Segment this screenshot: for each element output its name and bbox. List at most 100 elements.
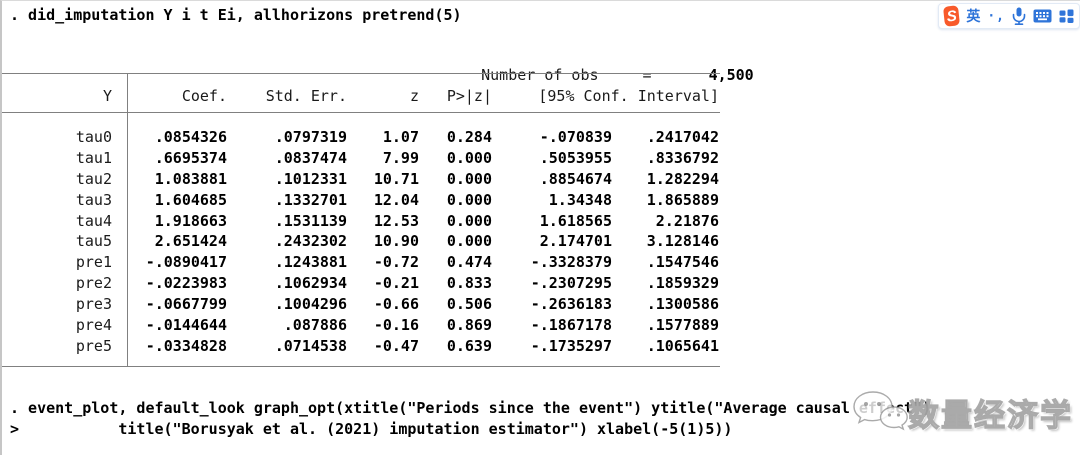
row-z: 7.99 <box>382 148 419 167</box>
row-std-err: .1243881 <box>274 253 347 272</box>
ime-toolbar[interactable]: S 英 ·, <box>938 3 1080 29</box>
row-z: -0.66 <box>373 295 419 314</box>
sogou-logo-icon[interactable]: S <box>942 5 961 27</box>
row-z: -0.47 <box>373 336 419 355</box>
row-ci-low: 1.34348 <box>548 190 612 209</box>
obs-value: 4,500 <box>708 66 754 84</box>
row-label: tau4 <box>75 211 112 230</box>
row-label: pre2 <box>75 274 112 293</box>
row-coef: -.0334828 <box>145 336 227 355</box>
header-std-err: Std. Err. <box>265 87 347 105</box>
row-coef: .0854326 <box>154 128 227 146</box>
row-p: 0.869 <box>446 316 492 335</box>
row-ci-low: -.1867178 <box>530 316 612 335</box>
row-std-err: .2432302 <box>274 232 347 251</box>
table-top-rule <box>2 73 720 74</box>
row-std-err: .1332701 <box>274 190 347 209</box>
row-z: 10.90 <box>373 232 419 251</box>
table-bottom-rule <box>2 366 720 367</box>
row-ci-high: .2417042 <box>646 128 719 146</box>
row-p: 0.506 <box>446 295 492 314</box>
row-ci-high: .8336792 <box>646 148 719 167</box>
table-row: tau4 1.918663 .1531139 12.53 0.000 1.618… <box>2 211 719 232</box>
row-ci-high: 1.282294 <box>646 169 719 188</box>
row-p: 0.000 <box>446 232 492 251</box>
row-p: 0.833 <box>446 274 492 293</box>
row-std-err: .1004296 <box>274 295 347 314</box>
number-of-obs-line: Number of obs = 4,500 <box>445 45 754 105</box>
row-ci-high: 1.865889 <box>646 190 719 209</box>
row-z: 10.71 <box>373 169 419 188</box>
row-std-err: .087886 <box>283 316 347 335</box>
row-p: 0.639 <box>446 336 492 355</box>
row-z: 1.07 <box>382 128 419 146</box>
row-std-err: .1012331 <box>274 169 347 188</box>
row-coef: 1.918663 <box>154 211 227 230</box>
row-label: pre5 <box>75 336 112 355</box>
row-ci-low: -.1735297 <box>530 336 612 355</box>
command-line-2: . event_plot, default_look graph_opt(xti… <box>10 399 932 417</box>
row-p: 0.474 <box>446 253 492 272</box>
row-ci-high: .1300586 <box>646 295 719 314</box>
row-label: tau3 <box>75 190 112 209</box>
table-header-row: Y Coef. Std. Err. z P>|z| [95% Conf. Int… <box>2 86 719 106</box>
row-ci-high: .1547546 <box>646 253 719 272</box>
row-ci-low: -.070839 <box>539 128 612 146</box>
row-ci-high: .1859329 <box>646 274 719 293</box>
table-row: tau5 2.651424 .2432302 10.90 0.000 2.174… <box>2 231 719 252</box>
command-line-1: . did_imputation Y i t Ei, allhorizons p… <box>10 6 462 24</box>
table-row: tau3 1.604685 .1332701 12.04 0.000 1.343… <box>2 190 719 211</box>
row-z: -0.21 <box>373 274 419 293</box>
row-label: pre4 <box>75 316 112 335</box>
row-ci-high: 2.21876 <box>655 211 719 230</box>
obs-label: Number of obs <box>481 66 599 84</box>
table-row: pre4 -.0144644 .087886 -0.16 0.869 -.186… <box>2 315 719 336</box>
row-coef: .6695374 <box>154 148 227 167</box>
row-label: tau5 <box>75 232 112 251</box>
row-coef: 1.604685 <box>154 190 227 209</box>
row-coef: 1.083881 <box>154 169 227 188</box>
row-ci-low: -.2636183 <box>530 295 612 314</box>
row-label: pre1 <box>75 253 112 272</box>
row-ci-high: 3.128146 <box>646 232 719 251</box>
header-y: Y <box>102 87 112 105</box>
row-ci-low: -.3328379 <box>530 253 612 272</box>
table-row: tau1 .6695374 .0837474 7.99 0.000 .50539… <box>2 148 719 169</box>
row-std-err: .0714538 <box>274 336 347 355</box>
row-label: pre3 <box>75 295 112 314</box>
row-p: 0.000 <box>446 148 492 167</box>
watermark-text: 数量经济学 <box>907 397 1073 433</box>
row-z: -0.16 <box>373 316 419 335</box>
row-p: 0.000 <box>446 190 492 209</box>
table-row: pre1 -.0890417 .1243881 -0.72 0.474 -.33… <box>2 252 719 273</box>
table-body: tau0 .0854326 .0797319 1.07 0.284 -.0708… <box>2 127 719 357</box>
row-ci-low: 1.618565 <box>539 211 612 230</box>
ime-punctuation-toggle[interactable]: ·, <box>987 8 1005 24</box>
toolbox-grid-icon[interactable] <box>1059 9 1074 24</box>
table-row: pre3 -.0667799 .1004296 -0.66 0.506 -.26… <box>2 294 719 315</box>
header-conf-interval: [95% Conf. Interval] <box>538 87 719 105</box>
sogou-logo-letter: S <box>945 7 958 25</box>
row-label: tau1 <box>75 148 112 167</box>
keyboard-icon[interactable] <box>1033 9 1052 23</box>
row-coef: -.0667799 <box>145 295 227 314</box>
row-coef: -.0890417 <box>145 253 227 272</box>
row-z: 12.04 <box>373 190 419 209</box>
row-std-err: .0837474 <box>274 148 347 167</box>
row-coef: -.0144644 <box>145 316 227 335</box>
table-column-separator <box>127 73 128 367</box>
row-p: 0.000 <box>446 169 492 188</box>
row-ci-high: .1577889 <box>646 316 719 335</box>
row-p: 0.000 <box>446 211 492 230</box>
row-std-err: .1531139 <box>274 211 347 230</box>
ime-language-mode-toggle[interactable]: 英 <box>966 8 981 24</box>
row-ci-low: 2.174701 <box>539 232 612 251</box>
table-row: tau0 .0854326 .0797319 1.07 0.284 -.0708… <box>2 127 719 148</box>
row-std-err: .0797319 <box>274 128 347 146</box>
row-p: 0.284 <box>446 128 492 146</box>
header-p: P>|z| <box>446 87 492 105</box>
table-row: tau2 1.083881 .1012331 10.71 0.000 .8854… <box>2 169 719 190</box>
microphone-icon[interactable] <box>1012 7 1026 25</box>
row-z: 12.53 <box>373 211 419 230</box>
